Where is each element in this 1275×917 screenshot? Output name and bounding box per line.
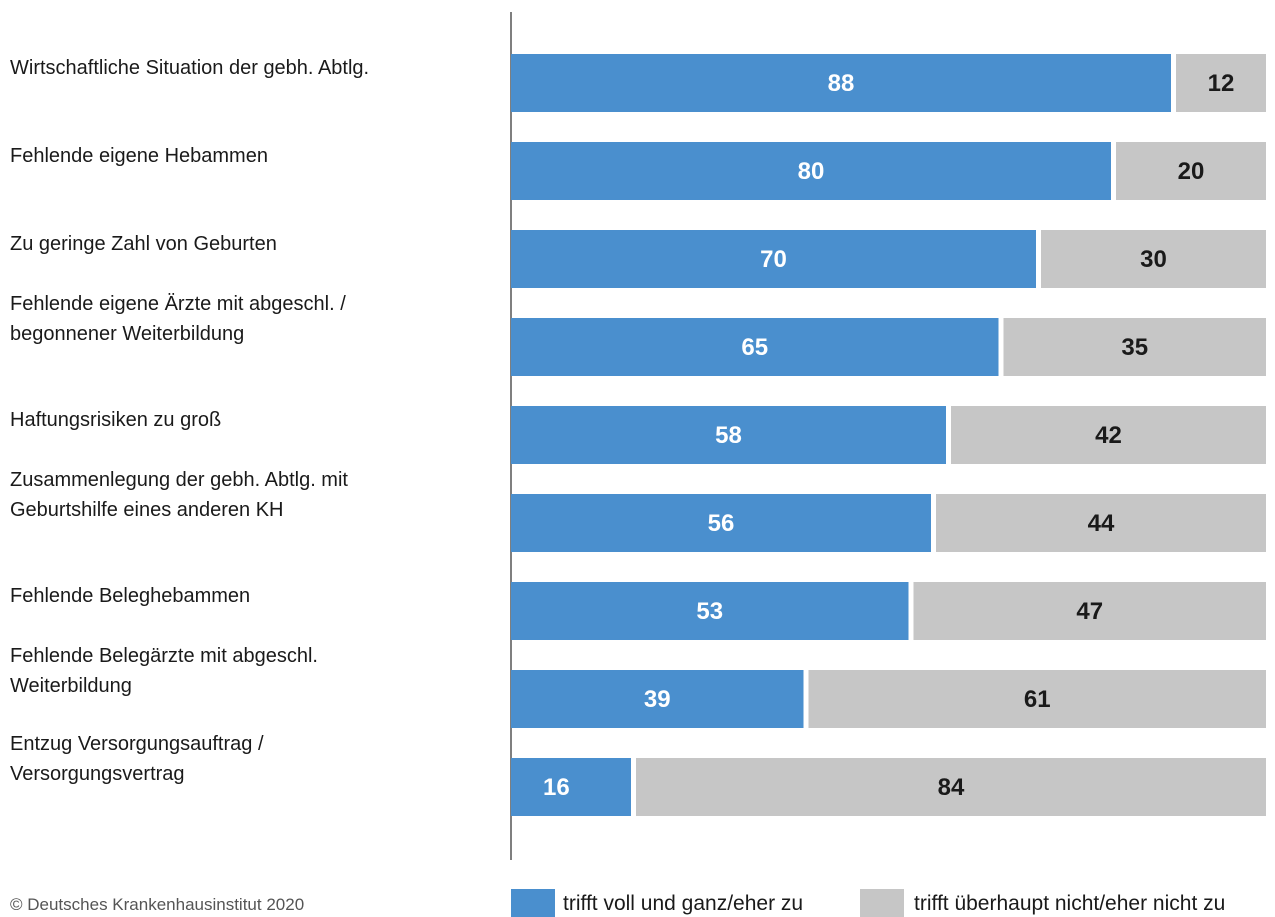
category-label: Entzug Versorgungsauftrag / Versorgungsve… xyxy=(10,733,264,785)
category-labels: Wirtschaftliche Situation der gebh. Abtl… xyxy=(10,57,369,785)
category-label-line: Geburtshilfe eines anderen KH xyxy=(10,499,284,521)
data-label-disagree: 20 xyxy=(1178,158,1205,185)
data-label-agree: 16 xyxy=(543,774,570,801)
bar-segment-disagree xyxy=(1176,54,1266,112)
category-label-line: Zu geringe Zahl von Geburten xyxy=(10,233,277,255)
bar-segment-agree xyxy=(511,318,999,376)
data-label-agree: 70 xyxy=(760,246,787,273)
data-label-agree: 88 xyxy=(828,70,855,97)
bar-segment-agree xyxy=(511,758,631,816)
category-label-line: Haftungsrisiken zu groß xyxy=(10,409,221,431)
category-label-line: Wirtschaftliche Situation der gebh. Abtl… xyxy=(10,57,369,79)
legend: trifft voll und ganz/eher zu trifft überh… xyxy=(511,889,1225,917)
category-label: Fehlende Belegärzte mit abgeschl. Weiterb… xyxy=(10,645,318,697)
data-label-agree: 56 xyxy=(708,510,735,537)
category-label: Fehlende eigene Ärzte mit abgeschl. / beg… xyxy=(10,293,346,345)
data-label-agree: 65 xyxy=(741,334,768,361)
category-label-line: Weiterbildung xyxy=(10,675,132,697)
category-label-line: Fehlende Beleghebammen xyxy=(10,585,250,607)
category-label-line: begonnener Weiterbildung xyxy=(10,323,244,345)
category-label: Fehlende eigene Hebammen xyxy=(10,145,268,167)
category-label: Wirtschaftliche Situation der gebh. Abtl… xyxy=(10,57,369,79)
bar-segment-agree xyxy=(511,406,946,464)
bar-segment-disagree xyxy=(1041,230,1266,288)
data-label-disagree: 61 xyxy=(1024,686,1051,713)
bar-segment-disagree xyxy=(1003,318,1266,376)
bar-segment-disagree xyxy=(636,758,1266,816)
category-label-line: Entzug Versorgungsauftrag / xyxy=(10,733,264,755)
category-label: Fehlende Beleghebammen xyxy=(10,585,250,607)
category-label-line: Fehlende Belegärzte mit abgeschl. xyxy=(10,645,318,667)
bar-segment-agree xyxy=(511,230,1036,288)
data-label-agree: 80 xyxy=(798,158,825,185)
bar-segment-agree xyxy=(511,142,1111,200)
data-label-disagree: 30 xyxy=(1140,246,1167,273)
data-label-agree: 58 xyxy=(715,422,742,449)
bar-segment-disagree xyxy=(913,582,1266,640)
legend-label-agree: trifft voll und ganz/eher zu xyxy=(563,892,803,915)
bar-segment-agree xyxy=(511,54,1171,112)
legend-label-disagree: trifft überhaupt nicht/eher nicht zu xyxy=(914,892,1225,915)
data-label-disagree: 12 xyxy=(1208,70,1235,97)
bar-segment-agree xyxy=(511,582,909,640)
category-label-line: Fehlende eigene Hebammen xyxy=(10,145,268,167)
category-label-line: Zusammenlegung der gebh. Abtlg. mit xyxy=(10,469,348,491)
bar-segment-disagree xyxy=(936,494,1266,552)
category-label-line: Versorgungsvertrag xyxy=(10,763,185,785)
data-label-agree: 39 xyxy=(644,686,671,713)
legend-swatch-agree xyxy=(511,889,555,917)
bar-segment-disagree xyxy=(951,406,1266,464)
category-label: Zusammenlegung der gebh. Abtlg. mit Gebur… xyxy=(10,469,348,521)
bar-segment-agree xyxy=(511,670,804,728)
data-label-agree: 53 xyxy=(696,598,723,625)
category-label-line: Fehlende eigene Ärzte mit abgeschl. / xyxy=(10,293,346,315)
data-label-disagree: 44 xyxy=(1088,510,1115,537)
bar-segment-agree xyxy=(511,494,931,552)
category-label: Zu geringe Zahl von Geburten xyxy=(10,233,277,255)
data-label-disagree: 47 xyxy=(1076,598,1103,625)
bar-segment-disagree xyxy=(1116,142,1266,200)
data-label-disagree: 35 xyxy=(1121,334,1148,361)
data-label-disagree: 84 xyxy=(938,774,965,801)
bars: 88 12 80 20 70 30 65 35 58 42 56 44 53 47 39 61 16 84 xyxy=(511,54,1266,816)
bar-segment-disagree xyxy=(808,670,1266,728)
source-credit: © Deutsches Krankenhausinstitut 2020 xyxy=(10,895,304,914)
legend-swatch-disagree xyxy=(860,889,904,917)
data-label-disagree: 42 xyxy=(1095,422,1122,449)
category-label: Haftungsrisiken zu groß xyxy=(10,409,221,431)
